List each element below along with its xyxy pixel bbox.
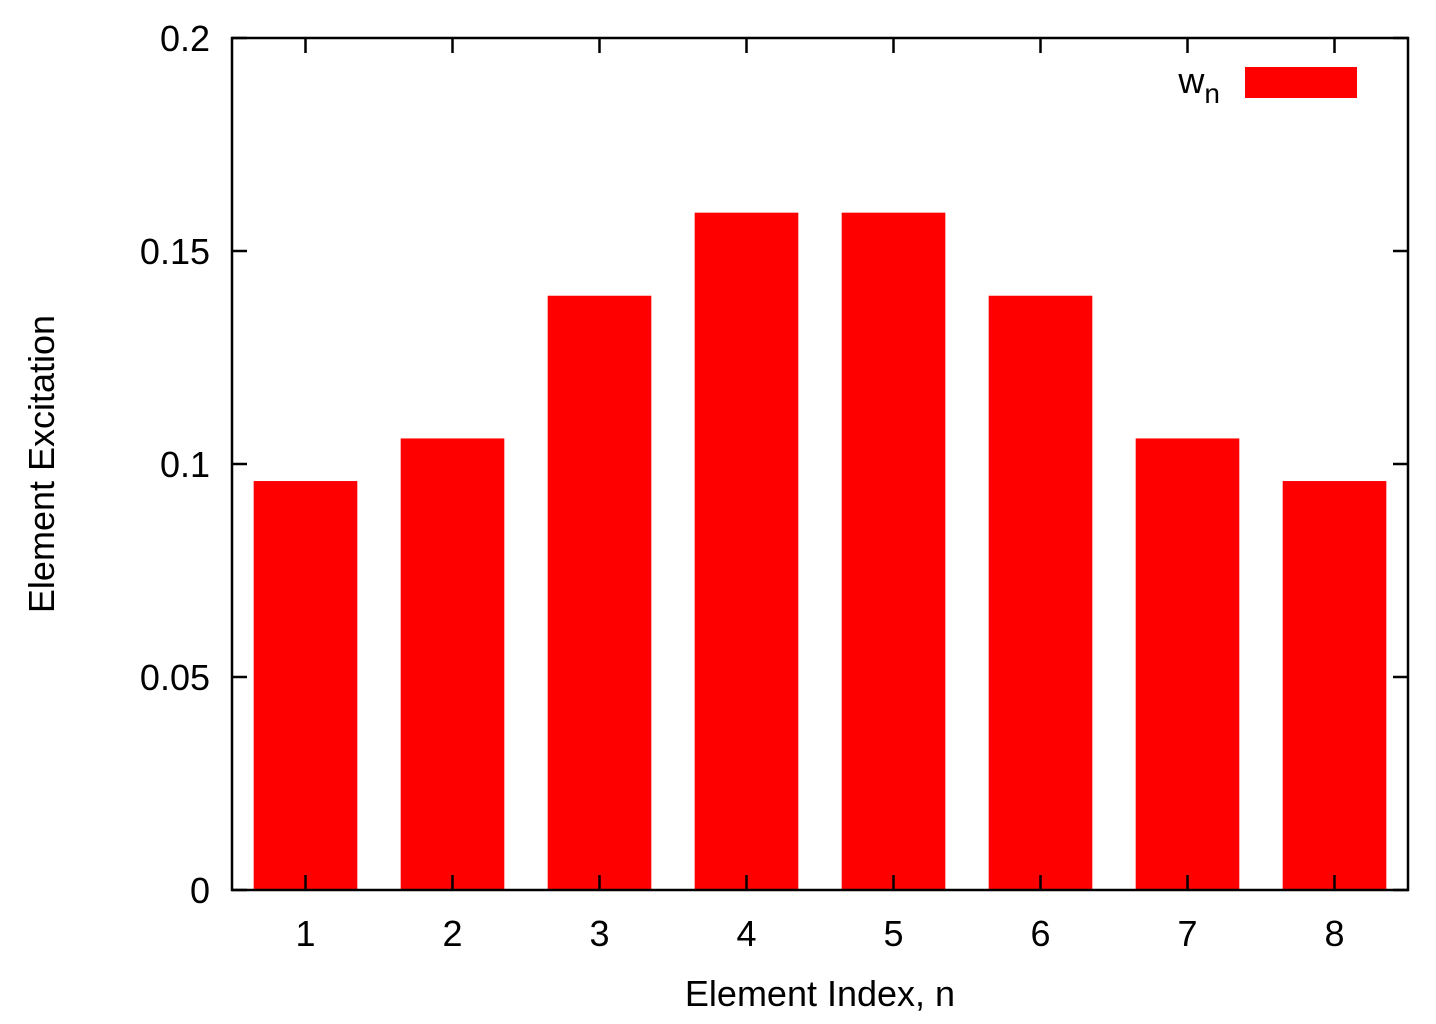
legend-label-subscript: n	[1204, 78, 1220, 109]
x-tick-label: 4	[736, 913, 756, 954]
x-axis-label: Element Index, n	[685, 973, 955, 1014]
x-tick-label: 2	[442, 913, 462, 954]
bars-group	[253, 212, 1387, 891]
y-tick-label: 0.1	[160, 444, 210, 485]
x-tick-label: 5	[883, 913, 903, 954]
legend-swatch	[1245, 67, 1357, 98]
y-tick-label: 0.05	[140, 657, 210, 698]
bar-5	[841, 212, 946, 890]
bar-3	[547, 295, 652, 891]
x-tick-label: 7	[1177, 913, 1197, 954]
x-tick-label: 3	[589, 913, 609, 954]
bar-1	[253, 481, 358, 890]
y-tick-labels: 0 0.05 0.1 0.15 0.2	[140, 18, 210, 911]
bar-6	[988, 295, 1093, 891]
plot-frame	[230, 36, 1410, 892]
y-tick-label: 0.2	[160, 18, 210, 59]
y-tick-label: 0.15	[140, 231, 210, 272]
bar-2	[400, 438, 505, 890]
x-tick-label: 6	[1030, 913, 1050, 954]
y-tick-label: 0	[190, 870, 210, 911]
bar-7	[1135, 438, 1240, 890]
y-axis-label: Element Excitation	[21, 315, 62, 613]
x-tick-label: 1	[295, 913, 315, 954]
x-tick-label: 8	[1324, 913, 1344, 954]
bar-4	[694, 212, 799, 890]
legend-label: wn	[1177, 60, 1220, 109]
legend: wn	[1177, 60, 1357, 109]
legend-label-base: w	[1177, 60, 1205, 101]
bar-8	[1282, 481, 1387, 890]
ticks-group	[232, 36, 1408, 892]
x-tick-labels: 1 2 3 4 5 6 7 8	[295, 913, 1344, 954]
